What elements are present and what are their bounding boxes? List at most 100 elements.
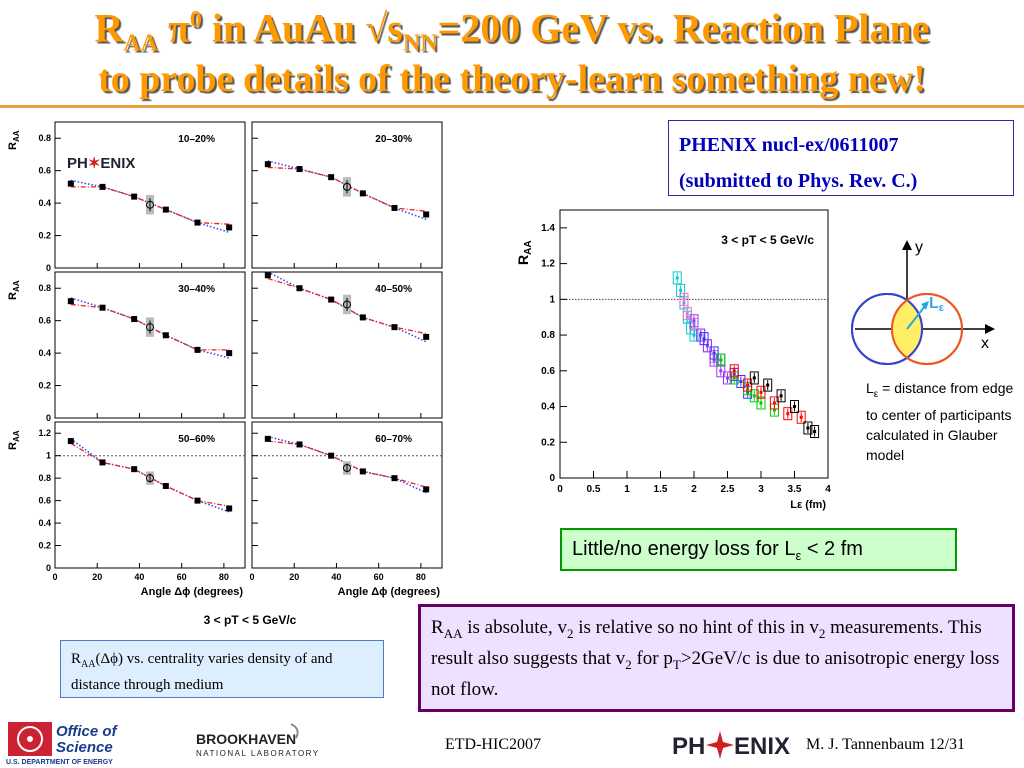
y-axis-label: RAA	[7, 130, 21, 150]
data-point	[752, 376, 756, 380]
author-page: M. J. Tannenbaum 12/31	[806, 736, 966, 753]
x-tick-label: 80	[219, 572, 229, 582]
y-label: y	[915, 239, 923, 256]
data-point	[702, 337, 706, 341]
data-point	[359, 314, 366, 321]
data-point	[793, 405, 796, 409]
data-point	[679, 288, 683, 292]
data-point	[226, 505, 233, 512]
l-epsilon-arrow-icon	[921, 301, 929, 310]
title-r: R	[94, 5, 124, 51]
data-point	[675, 276, 679, 280]
series-6	[729, 364, 806, 424]
x-tick-label: 40	[134, 572, 144, 582]
conclusion-box: Little/no energy loss for Lε < 2 fm	[560, 528, 957, 571]
data-point	[162, 483, 169, 490]
systematic-box	[696, 328, 706, 342]
svg-text:U.S. DEPARTMENT OF ENERGY: U.S. DEPARTMENT OF ENERGY	[6, 759, 113, 766]
y-tick-label: 0	[46, 263, 51, 273]
data-point	[772, 401, 776, 405]
office-of-science-logo: Office of Science U.S. DEPARTMENT OF ENE…	[6, 722, 119, 766]
interpretation-box: RAA is absolute, v2 is relative so no hi…	[418, 604, 1015, 712]
data-point	[726, 376, 729, 380]
data-point	[391, 475, 398, 482]
systematic-box	[776, 389, 786, 403]
data-point	[719, 358, 723, 362]
data-point	[194, 219, 201, 226]
phenix-logo: PH✶ENIX	[67, 155, 135, 172]
systematic-box	[672, 271, 682, 285]
data-point	[692, 333, 696, 337]
pt-label: 3 < pT < 5 GeV/c	[721, 233, 814, 247]
x-tick-label: 20	[92, 572, 102, 582]
data-point	[423, 211, 430, 218]
data-point	[766, 383, 770, 387]
data-point	[296, 441, 303, 448]
systematic-box	[803, 421, 813, 435]
y-tick-label: 0.2	[541, 437, 555, 448]
systematic-box	[729, 364, 739, 378]
series-7	[749, 371, 820, 439]
data-point	[67, 180, 74, 187]
title-pi: π	[158, 5, 190, 51]
panel-frame	[54, 271, 246, 419]
data-point	[162, 206, 169, 213]
y-tick-label: 0	[549, 473, 555, 484]
data-point	[746, 383, 750, 387]
raa-vs-length-figure: 0 0.2 0.4 0.6 0.8 1 1.2 1.4 0 0.5 1 1.5 2 2.5 3 3.5 4 RAA…	[515, 209, 831, 511]
data-point	[806, 426, 810, 430]
x-tick-label: 0	[557, 484, 563, 495]
brookhaven-logo: BROOKHAVEN NATIONAL LABORATORY	[196, 723, 320, 758]
data-point	[99, 459, 106, 466]
y-arrow-icon	[902, 240, 912, 250]
systematic-box	[723, 371, 732, 385]
svg-text:BROOKHAVEN: BROOKHAVEN	[196, 731, 296, 747]
svg-text:Office of: Office of	[56, 723, 119, 740]
data-point	[779, 394, 783, 398]
data-point	[226, 350, 233, 357]
centrality-label: 30–40%	[178, 284, 215, 295]
data-point	[712, 358, 716, 362]
y-axis-label: RAA	[515, 240, 534, 265]
y-tick-label: 0.6	[38, 496, 51, 506]
centrality-label: 20–30%	[375, 134, 412, 145]
centrality-note-box: RAA(Δϕ) vs. centrality varies density of…	[60, 640, 384, 698]
systematic-box	[676, 283, 686, 297]
y-tick-label: 0.4	[38, 348, 51, 358]
data-point	[67, 298, 74, 305]
data-point	[391, 204, 398, 211]
y-tick-label: 0.4	[38, 198, 51, 208]
angle-panel-1: 0 0.2 0.4 0.6 0.8 RAA 10–20% PH✶ENIX	[7, 121, 246, 273]
y-tick-label: 1	[549, 294, 555, 305]
footer: Office of Science U.S. DEPARTMENT OF ENE…	[0, 716, 1024, 768]
data-point	[813, 430, 817, 434]
data-point	[131, 316, 138, 323]
x-axis-label: Angle Δϕ (degrees)	[338, 586, 441, 598]
title-aa: AA	[123, 30, 158, 57]
svg-text:NATIONAL LABORATORY: NATIONAL LABORATORY	[196, 749, 320, 758]
y-tick-label: 0.6	[38, 166, 51, 176]
data-point	[359, 190, 366, 197]
x-tick-label: 1	[624, 484, 630, 495]
systematic-box	[679, 292, 689, 306]
data-point	[739, 380, 743, 384]
data-point	[719, 369, 723, 373]
data-point	[296, 166, 303, 173]
systematic-box	[736, 375, 746, 389]
x-tick-label: 3.5	[788, 484, 802, 495]
y-tick-label: 0.8	[541, 330, 555, 341]
y-tick-label: 1.2	[38, 428, 51, 438]
l-epsilon-label: Lε	[929, 295, 945, 314]
x-axis-label: Angle Δϕ (degrees)	[141, 586, 244, 598]
x-tick-label: 0.5	[587, 484, 601, 495]
systematic-box	[709, 346, 719, 360]
y-tick-label: 0.2	[38, 231, 51, 241]
title-nn: NN	[402, 30, 438, 57]
slide-subtitle: to probe details of the theory-learn som…	[98, 58, 926, 100]
panel-frame	[251, 271, 443, 419]
systematic-box	[763, 378, 773, 392]
systematic-box	[749, 389, 759, 403]
x-tick-label: 2	[691, 484, 697, 495]
centrality-label: 50–60%	[178, 434, 215, 445]
